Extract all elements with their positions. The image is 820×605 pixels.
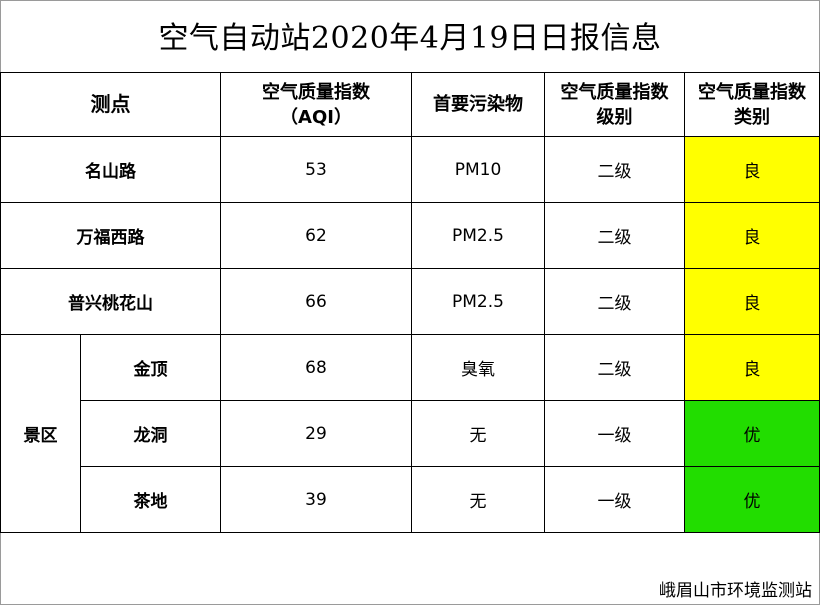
aqi-category: 良 [684,334,820,401]
table-row: 名山路 53 PM10 二级 良 [0,136,820,203]
aqi-level: 二级 [544,202,685,269]
primary-pollutant: PM10 [411,136,545,203]
primary-pollutant: 臭氧 [411,334,545,401]
aqi-category: 良 [684,136,820,203]
table-row: 景区 金顶 68 臭氧 二级 良 [0,334,820,533]
station-name: 茶地 [80,466,221,533]
aqi-value: 39 [220,466,412,533]
aqi-category: 良 [684,202,820,269]
primary-pollutant: 无 [411,400,545,467]
aqi-header-line2: （AQI） [280,106,352,128]
primary-pollutant: 无 [411,466,545,533]
aqi-table: 测点 空气质量指数 （AQI） 首要污染物 空气质量指数 级别 空气质量指数 类… [0,72,820,533]
aqi-value: 68 [220,334,412,401]
table-row: 普兴桃花山 66 PM2.5 二级 良 [0,268,820,335]
category-header: 空气质量指数 类别 [684,72,820,137]
primary-pollutant: PM2.5 [411,202,545,269]
aqi-value: 53 [220,136,412,203]
aqi-header-line1: 空气质量指数 [262,81,370,103]
pollutant-header: 首要污染物 [411,72,545,137]
aqi-value: 62 [220,202,412,269]
primary-pollutant: PM2.5 [411,268,545,335]
station-header: 测点 [0,72,221,137]
aqi-value: 66 [220,268,412,335]
station-name: 龙洞 [80,400,221,467]
station-name: 万福西路 [0,202,221,269]
aqi-level: 二级 [544,334,685,401]
aqi-header: 空气质量指数 （AQI） [220,72,412,137]
station-name: 名山路 [0,136,221,203]
aqi-level: 一级 [544,466,685,533]
table-row: 茶地 39 无 一级 优 [1,466,820,533]
level-header-line1: 空气质量指数 [560,81,669,103]
station-name: 普兴桃花山 [0,268,221,335]
category-header-line2: 类别 [734,106,770,128]
footer-source: 峨眉山市环境监测站 [659,581,812,601]
level-header: 空气质量指数 级别 [544,72,685,137]
aqi-category: 良 [684,268,820,335]
aqi-level: 一级 [544,400,685,467]
station-name: 金顶 [80,334,221,401]
category-header-line1: 空气质量指数 [698,81,806,103]
level-header-line2: 级别 [596,106,633,128]
header-row: 测点 空气质量指数 （AQI） 首要污染物 空气质量指数 级别 空气质量指数 类… [0,72,820,137]
table-row: 万福西路 62 PM2.5 二级 良 [0,202,820,269]
aqi-level: 二级 [544,136,685,203]
aqi-level: 二级 [544,268,685,335]
table-row: 龙洞 29 无 一级 优 [1,400,820,467]
scenic-area-label: 景区 [0,334,81,533]
report-title: 空气自动站2020年4月19日日报信息 [158,21,662,56]
aqi-category: 优 [684,400,820,467]
aqi-value: 29 [220,400,412,467]
aqi-category: 优 [684,466,820,533]
